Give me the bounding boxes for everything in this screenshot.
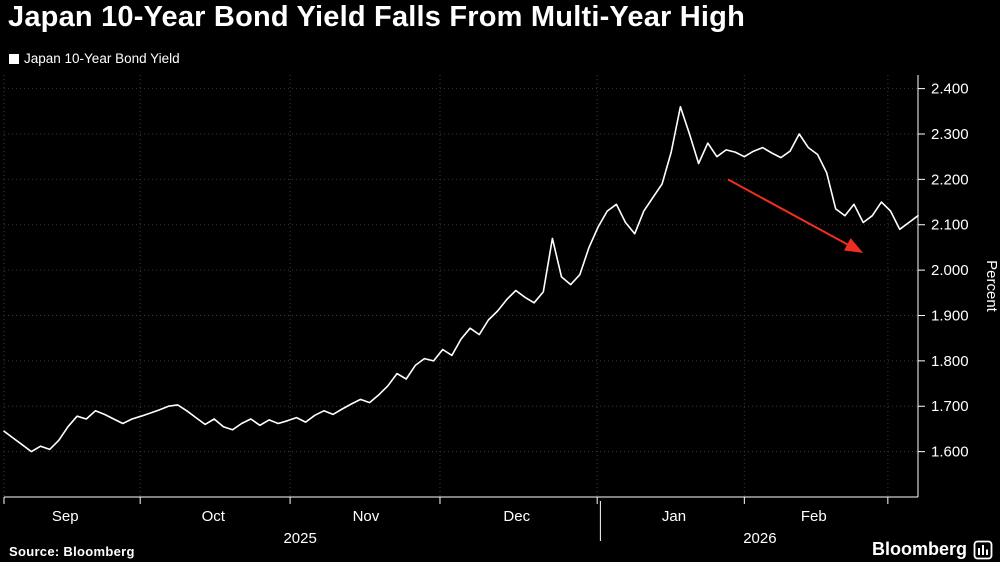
x-month-label: Sep: [52, 508, 79, 525]
bloomberg-logo: Bloomberg: [872, 539, 993, 560]
y-tick-label: 2.300: [931, 126, 969, 143]
legend-label: Japan 10-Year Bond Yield: [24, 51, 180, 66]
x-month-label: Nov: [353, 508, 380, 525]
y-tick-label: 2.200: [931, 171, 969, 188]
y-tick-label: 2.000: [931, 262, 969, 279]
y-tick-label: 1.800: [931, 353, 969, 370]
x-month-label: Dec: [503, 508, 530, 525]
bloomberg-wordmark: Bloomberg: [871, 539, 967, 559]
y-tick-label: 2.400: [931, 81, 969, 98]
x-month-label: Jan: [662, 508, 686, 525]
legend-swatch-icon: [9, 53, 19, 64]
yield-line-chart: 2.400 2.300 2.200 2.100 2.000 1.900 1.800 1.700…: [3, 75, 1000, 545]
legend: Japan 10-Year Bond Yield: [9, 51, 180, 66]
y-tick-label: 1.900: [931, 307, 969, 324]
source-credit: Source: Bloomberg: [9, 544, 135, 559]
y-axis-title: Percent: [983, 260, 1000, 313]
x-year-label: 2025: [283, 530, 316, 545]
y-tick-label: 2.100: [931, 217, 969, 234]
bloomberg-terminal-icon: [973, 540, 993, 560]
series-line: [3, 105, 919, 453]
x-month-label: Feb: [801, 508, 827, 525]
x-month-label: Oct: [202, 508, 226, 525]
page-title: Japan 10-Year Bond Yield Falls From Mult…: [8, 1, 745, 33]
trend-arrow: [727, 178, 864, 253]
y-tick-label: 1.600: [931, 444, 969, 461]
x-year-label: 2026: [743, 530, 776, 545]
y-tick-label: 1.700: [931, 398, 969, 415]
